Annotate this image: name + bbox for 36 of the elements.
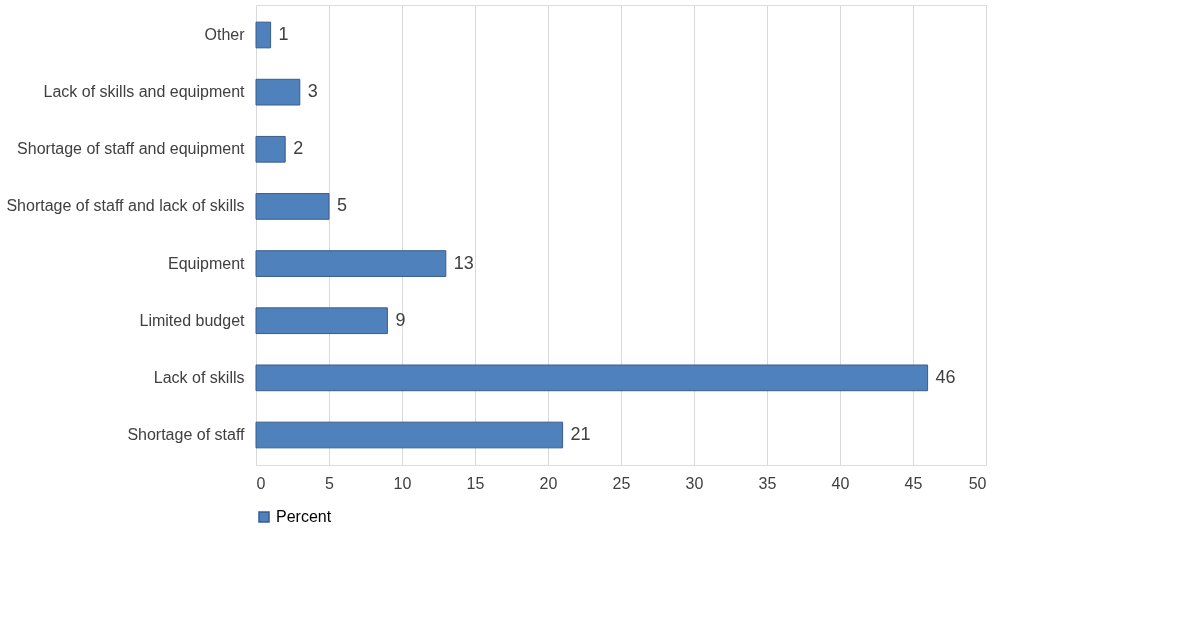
bar [255, 135, 286, 163]
y-tick-label: Limited budget [139, 311, 246, 329]
bar [255, 250, 447, 277]
data-label: 5 [337, 195, 348, 216]
y-tick-label: Shortage of staff and lack of skills [6, 197, 245, 215]
x-tick-label: 15 [466, 474, 485, 492]
y-tick-label: Lack of skills [153, 368, 245, 386]
x-tick-label: 45 [904, 474, 923, 492]
x-tick-label: 20 [539, 474, 558, 492]
bar [255, 21, 272, 49]
x-tick-label: 30 [685, 474, 704, 492]
data-label: 9 [395, 309, 406, 330]
x-tick-label: 5 [325, 474, 335, 492]
bar [255, 421, 564, 449]
y-tick-label: Equipment [168, 254, 246, 272]
y-tick-label: Lack of skills and equipment [43, 83, 246, 101]
x-tick-label: 35 [758, 474, 777, 492]
y-tick-label: Shortage of staff and equipment [17, 140, 246, 158]
bar [255, 307, 388, 335]
data-label: 13 [453, 252, 474, 273]
data-label: 21 [570, 424, 591, 444]
data-label: 1 [278, 24, 289, 44]
data-label: 2 [293, 138, 304, 159]
y-tick-label: Other [204, 26, 246, 43]
data-label: 3 [307, 81, 318, 102]
y-tick-label: Shortage of staff [127, 426, 246, 443]
x-tick-label: 10 [393, 474, 412, 492]
x-tick-label: 50 [968, 474, 987, 492]
bar [255, 193, 330, 220]
legend-label: Percent [276, 508, 332, 525]
bar [255, 364, 929, 392]
data-label: 46 [935, 366, 956, 387]
bar [255, 78, 301, 106]
x-tick-label: 0 [256, 474, 266, 492]
x-tick-label: 40 [831, 474, 850, 492]
x-tick-label: 25 [612, 474, 631, 492]
